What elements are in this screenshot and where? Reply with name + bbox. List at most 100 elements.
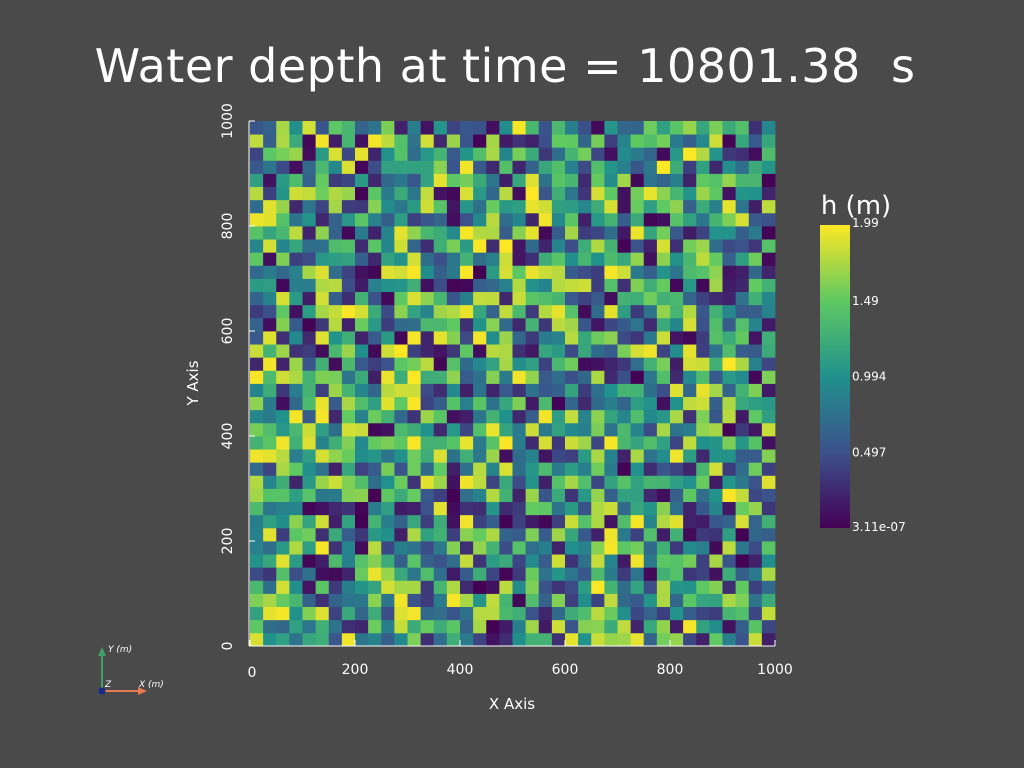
heatmap-cell (250, 567, 264, 581)
heatmap-cell (420, 632, 435, 647)
heatmap-cell (341, 199, 356, 214)
heatmap-cell (538, 409, 553, 424)
heatmap-cell (591, 252, 605, 266)
heatmap-cell (394, 449, 408, 463)
heatmap-cell (446, 409, 461, 424)
heatmap-cell (289, 541, 303, 555)
heatmap-cell (328, 331, 343, 345)
heatmap-cell (538, 422, 553, 437)
heatmap-cell (683, 396, 697, 411)
heatmap-cell (460, 226, 474, 240)
heatmap-cell (276, 331, 290, 345)
heatmap-cell (709, 593, 723, 608)
heatmap-cell (538, 383, 553, 398)
heatmap-cell (446, 344, 461, 358)
heatmap-cell (538, 501, 553, 516)
heatmap-cell (735, 462, 750, 476)
heatmap-cell (565, 501, 579, 516)
heatmap-cell (368, 422, 382, 437)
heatmap-cell (709, 199, 723, 214)
heatmap-cell (407, 580, 422, 594)
heatmap-cell (643, 422, 658, 437)
heatmap-cell (328, 488, 343, 503)
heatmap-cell (499, 357, 513, 371)
heatmap-cell (735, 160, 750, 174)
y-axis-label: Y Axis (184, 360, 202, 406)
heatmap-cell (722, 462, 737, 476)
heatmap-cell (748, 514, 763, 529)
heatmap-cell (591, 475, 605, 489)
heatmap-cell (643, 212, 658, 227)
heatmap-cell (420, 186, 435, 201)
heatmap-cell (696, 212, 710, 227)
heatmap-cell (407, 370, 422, 384)
heatmap-cell (656, 265, 671, 279)
heatmap-cell (433, 541, 448, 555)
heatmap-cell (551, 514, 566, 529)
heatmap-cell (643, 436, 658, 450)
heatmap-cell (407, 331, 422, 345)
heatmap-cell (433, 252, 448, 266)
heatmap-cell (250, 357, 264, 371)
heatmap-cell (630, 567, 645, 581)
heatmap-cell (276, 567, 290, 581)
heatmap-cell (538, 252, 553, 266)
heatmap-cell (276, 541, 290, 555)
heatmap-cell (302, 567, 317, 581)
heatmap-cell (551, 317, 566, 332)
heatmap-cell (328, 409, 343, 424)
heatmap-cell (538, 580, 553, 594)
heatmap-cell (578, 278, 592, 293)
heatmap-cell (433, 173, 448, 188)
heatmap-cell (341, 160, 356, 174)
heatmap-cell (315, 593, 330, 608)
heatmap-cell (761, 593, 776, 608)
heatmap-cell (446, 160, 461, 174)
heatmap-cell (722, 331, 737, 345)
heatmap-cell (407, 278, 422, 293)
heatmap-cell (289, 462, 303, 476)
heatmap-cell (315, 409, 330, 424)
heatmap-cell (591, 527, 605, 542)
heatmap-cell (355, 554, 369, 568)
heatmap-cell (656, 304, 671, 319)
heatmap-cell (394, 226, 408, 240)
heatmap-cell (341, 475, 356, 489)
heatmap-cell (250, 370, 264, 384)
heatmap-cell (328, 278, 343, 293)
heatmap-cell (604, 278, 618, 293)
heatmap-cell (525, 121, 540, 135)
heatmap-cell (565, 449, 579, 463)
heatmap-cell (381, 252, 395, 266)
heatmap-cell (630, 226, 645, 240)
heatmap-cell (355, 226, 369, 240)
heatmap-cell (591, 462, 605, 476)
heatmap-cell (302, 541, 317, 555)
heatmap-cell (381, 357, 395, 371)
heatmap-cell (696, 357, 710, 371)
heatmap-cell (250, 449, 264, 463)
heatmap-cell (551, 501, 566, 516)
heatmap-cell (446, 619, 461, 634)
heatmap-cell (289, 357, 303, 371)
heatmap-cell (722, 357, 737, 371)
heatmap-cell (656, 396, 671, 411)
heatmap-cell (433, 527, 448, 542)
heatmap-cell (565, 436, 579, 450)
heatmap-cell (551, 606, 566, 621)
heatmap-cell (565, 239, 579, 253)
heatmap-cell (368, 226, 382, 240)
heatmap-cell (341, 357, 356, 371)
heatmap-cell (643, 186, 658, 201)
heatmap-cell (250, 383, 264, 398)
heatmap-cell (617, 121, 632, 135)
heatmap-cell (761, 632, 776, 647)
heatmap-cell (433, 462, 448, 476)
heatmap-cell (617, 186, 632, 201)
heatmap-cell (643, 226, 658, 240)
heatmap-cell (341, 226, 356, 240)
heatmap-cell (735, 606, 750, 621)
heatmap-cell (722, 265, 737, 279)
heatmap-cell (538, 593, 553, 608)
heatmap-cell (381, 370, 395, 384)
